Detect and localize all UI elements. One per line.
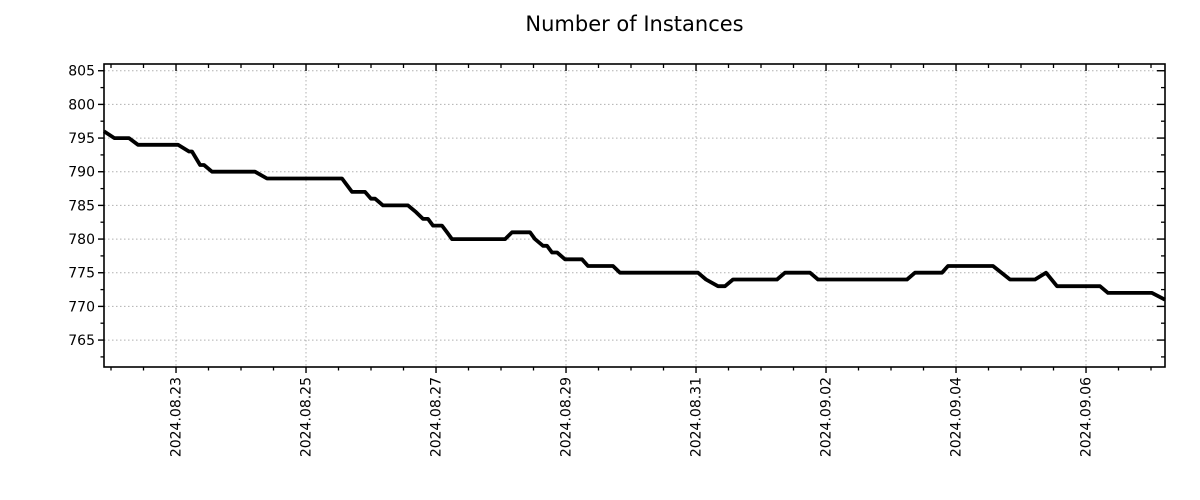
y-tick-label: 785 <box>68 198 95 214</box>
x-tick-label: 2024.09.06 <box>1079 377 1095 457</box>
x-tick-label: 2024.08.25 <box>299 377 315 457</box>
y-tick-label: 775 <box>68 266 95 282</box>
y-tick-label: 805 <box>68 64 95 80</box>
x-tick-label: 2024.08.23 <box>169 377 185 457</box>
y-tick-label: 795 <box>68 131 95 147</box>
series-line <box>102 129 1166 302</box>
plot-frame <box>103 63 1166 368</box>
y-tick-label: 790 <box>68 165 95 181</box>
x-tick-label: 2024.09.04 <box>949 377 965 457</box>
y-tick-label: 800 <box>68 97 95 113</box>
y-tick-label: 770 <box>68 299 95 315</box>
x-tick-label: 2024.09.02 <box>819 377 835 457</box>
y-tick-label: 765 <box>68 333 95 349</box>
x-tick-label: 2024.08.31 <box>689 377 705 457</box>
x-tick-label: 2024.08.29 <box>559 377 575 457</box>
chart-title: Number of Instances <box>525 12 744 36</box>
x-tick-label: 2024.08.27 <box>429 377 445 457</box>
y-tick-label: 780 <box>68 232 95 248</box>
